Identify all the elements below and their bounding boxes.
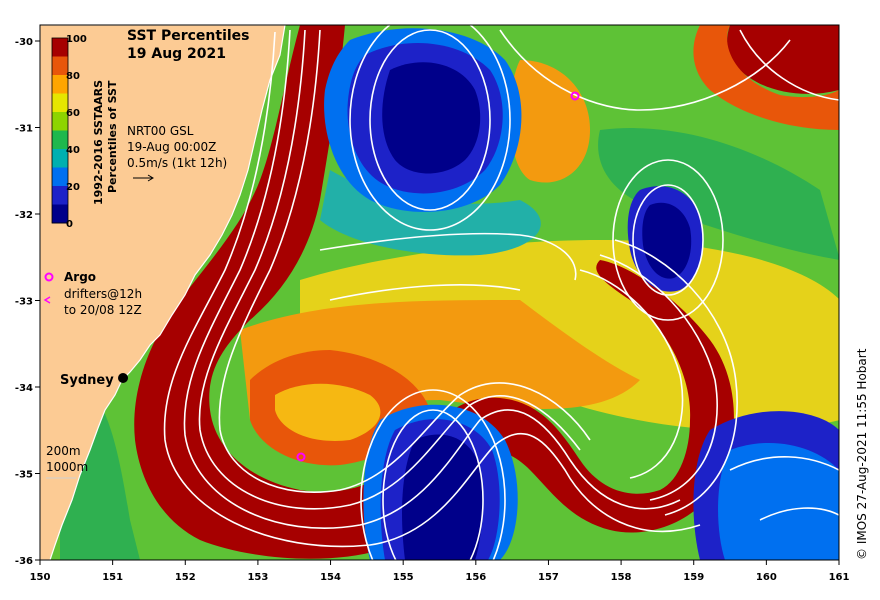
colorbar-ticks: 100 80 60 40 20 0 xyxy=(66,34,87,230)
cold-eddy-east xyxy=(627,186,704,292)
x-tick-label: 159 xyxy=(683,572,704,583)
australia-land xyxy=(40,25,286,560)
sydney-dot xyxy=(118,373,128,383)
colorbar-tick-label: 40 xyxy=(66,145,80,156)
x-tick-label: 160 xyxy=(756,572,777,583)
warm-core-northeast xyxy=(727,25,839,94)
colorbar-swatch xyxy=(52,204,68,224)
colorbar-swatch xyxy=(52,167,68,187)
x-tick-label: 150 xyxy=(30,572,51,583)
colorbar-tick-label: 0 xyxy=(66,219,73,230)
colorbar-swatch xyxy=(52,186,68,205)
colorbar-swatch xyxy=(52,56,68,76)
x-tick-label: 152 xyxy=(175,572,196,583)
latitude-axis: -30 -31 -32 -33 -34 -35 -36 xyxy=(15,37,40,567)
orange-patch-north xyxy=(509,60,590,183)
colorbar-tick-label: 60 xyxy=(66,108,80,119)
colorbar-label-1: 1992-2016 SSTAARS xyxy=(92,80,105,205)
depth-1000m-label: 1000m xyxy=(46,460,88,474)
eac-warm-tongue xyxy=(134,25,734,559)
drifter-legend-label-2: to 20/08 12Z xyxy=(64,303,142,317)
argo-floats xyxy=(296,91,580,462)
warm-rim-northeast xyxy=(693,25,839,130)
argo-float-marker xyxy=(296,452,306,462)
x-tick-label: 158 xyxy=(611,572,632,583)
colorbar: 100 80 60 40 20 0 1992-2016 SSTAARS Percentil… xyxy=(51,34,119,230)
current-scale-arrow xyxy=(133,174,154,182)
current-time: 19-Aug 00:00Z xyxy=(127,140,216,154)
colorbar-swatch xyxy=(52,130,68,150)
colorbar-swatch xyxy=(52,149,68,168)
x-tick-label: 157 xyxy=(538,572,559,583)
longitude-axis: 150 151 152 153 154 155 156 157 158 159 160 161 xyxy=(30,560,850,583)
ssh-contours xyxy=(163,25,839,560)
y-tick-label: -36 xyxy=(15,556,33,567)
x-tick-label: 153 xyxy=(247,572,268,583)
colorbar-swatch xyxy=(52,93,68,113)
colorbar-swatch xyxy=(52,75,68,94)
current-model: NRT00 GSL xyxy=(127,124,194,138)
cold-eddy-north xyxy=(324,28,522,212)
colorbar-tick-label: 80 xyxy=(66,71,80,82)
map-date: 19 Aug 2021 xyxy=(127,46,226,62)
y-tick-label: -33 xyxy=(15,297,33,308)
argo-legend-label: Argo xyxy=(64,270,96,284)
y-tick-label: -32 xyxy=(15,210,33,221)
x-tick-label: 161 xyxy=(829,572,850,583)
map-frame xyxy=(39,24,840,561)
colorbar-tick-label: 20 xyxy=(66,182,80,193)
colorbar-swatch xyxy=(52,38,68,57)
y-tick-label: -30 xyxy=(15,37,33,48)
eac-inner-core xyxy=(275,383,381,441)
argo-float-marker xyxy=(570,91,580,101)
sst-field xyxy=(60,25,839,560)
cool-patch-southeast-inner xyxy=(718,442,839,560)
current-scale: 0.5m/s (1kt 12h) xyxy=(127,156,227,170)
cold-eddy-south xyxy=(363,404,518,560)
map-panel xyxy=(40,25,839,560)
argo-legend-icon xyxy=(44,272,54,282)
x-tick-label: 151 xyxy=(102,572,123,583)
x-tick-label: 156 xyxy=(465,572,486,583)
sydney-label: Sydney xyxy=(60,373,114,388)
drifter-legend-icon xyxy=(43,296,51,304)
y-tick-label: -31 xyxy=(15,124,33,135)
colorbar-swatches xyxy=(52,38,68,224)
colorbar-swatch xyxy=(52,112,68,131)
colorbar-tick-label: 100 xyxy=(66,34,87,45)
colorbar-frame xyxy=(51,37,69,224)
x-tick-label: 154 xyxy=(320,572,341,583)
colorbar-label-2: Percentiles of SST xyxy=(106,80,119,193)
x-tick-label: 155 xyxy=(393,572,414,583)
drifter-legend-label-1: drifters@12h xyxy=(64,287,142,301)
depth-200m-label: 200m xyxy=(46,444,81,458)
credit-text: © IMOS 27-Aug-2021 11:55 Hobart xyxy=(855,348,869,560)
y-tick-label: -34 xyxy=(15,383,33,394)
map-title: SST Percentiles xyxy=(127,28,250,44)
y-tick-label: -35 xyxy=(15,470,33,481)
